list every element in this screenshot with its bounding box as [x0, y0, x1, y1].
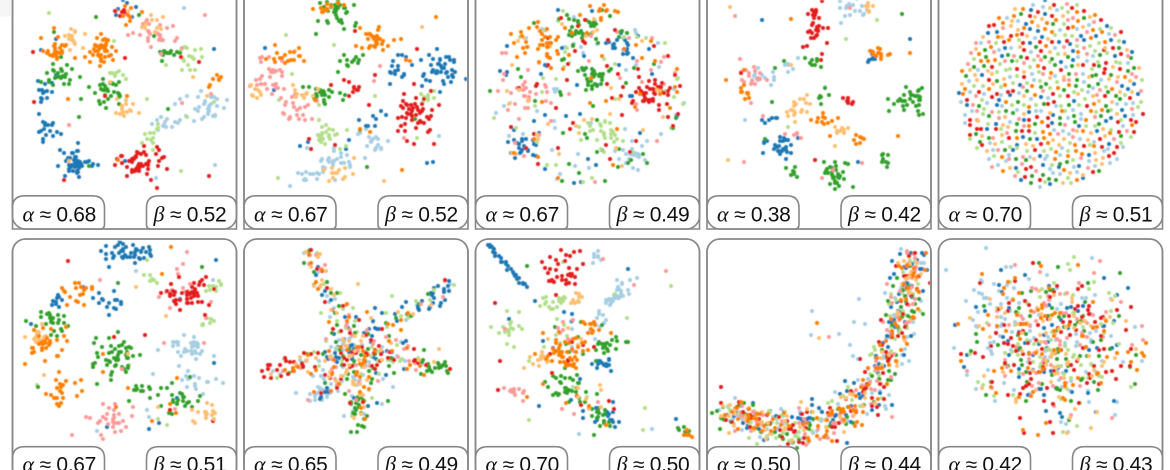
svg-text:β ≈ 0.42: β ≈ 0.42: [847, 201, 921, 226]
svg-text:β ≈ 0.50: β ≈ 0.50: [616, 452, 690, 470]
svg-text:α ≈ 0.67: α ≈ 0.67: [23, 452, 97, 470]
svg-text:α ≈ 0.38: α ≈ 0.38: [717, 201, 791, 226]
svg-text:β ≈ 0.52: β ≈ 0.52: [153, 201, 227, 226]
svg-text:β ≈ 0.44: β ≈ 0.44: [847, 452, 922, 470]
svg-text:α ≈ 0.65: α ≈ 0.65: [254, 452, 328, 470]
svg-text:α ≈ 0.68: α ≈ 0.68: [23, 201, 97, 226]
svg-text:β ≈ 0.51: β ≈ 0.51: [1079, 201, 1153, 226]
svg-text:β ≈ 0.49: β ≈ 0.49: [616, 201, 690, 226]
svg-text:α ≈ 0.70: α ≈ 0.70: [949, 201, 1023, 226]
svg-text:α ≈ 0.67: α ≈ 0.67: [254, 201, 328, 226]
svg-text:β ≈ 0.43: β ≈ 0.43: [1079, 452, 1153, 470]
svg-text:α ≈ 0.67: α ≈ 0.67: [486, 201, 560, 226]
svg-text:β ≈ 0.49: β ≈ 0.49: [384, 452, 458, 470]
svg-text:α ≈ 0.42: α ≈ 0.42: [949, 452, 1023, 470]
svg-text:β ≈ 0.52: β ≈ 0.52: [384, 201, 458, 226]
svg-text:β ≈ 0.51: β ≈ 0.51: [153, 452, 227, 470]
svg-text:α ≈ 0.70: α ≈ 0.70: [486, 452, 560, 470]
svg-text:α ≈ 0.50: α ≈ 0.50: [717, 452, 791, 470]
